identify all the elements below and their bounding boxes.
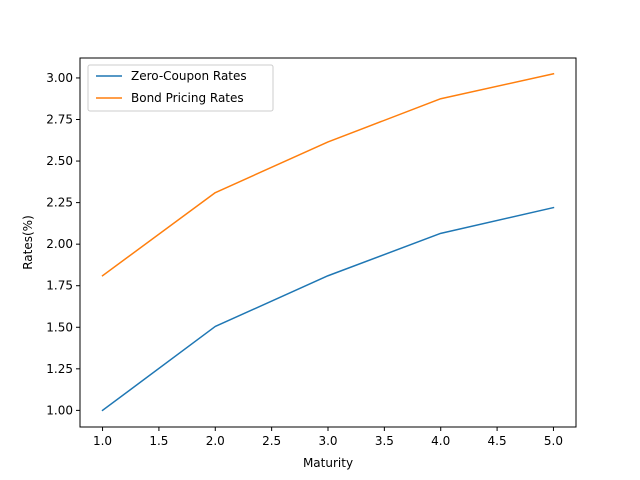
x-tick-label: 4.5 <box>488 434 507 448</box>
x-tick-label: 1.0 <box>93 434 112 448</box>
legend-label: Bond Pricing Rates <box>131 91 244 105</box>
y-tick-label: 2.75 <box>46 113 73 127</box>
legend-entries: Zero-Coupon Rates Bond Pricing Rates <box>96 69 247 105</box>
legend-label: Zero-Coupon Rates <box>131 69 247 83</box>
series-line-zero-coupon-rates <box>101 206 555 412</box>
x-tick-label: 3.0 <box>318 434 337 448</box>
x-axis-ticks: 1.0 1.5 2.0 2.5 3.0 3.5 4.0 4.5 5.0 <box>93 427 563 448</box>
x-tick-label: 2.5 <box>262 434 281 448</box>
x-tick-label: 1.5 <box>149 434 168 448</box>
x-tick-label: 5.0 <box>544 434 563 448</box>
y-tick-label: 2.25 <box>46 196 73 210</box>
y-tick-label: 3.00 <box>46 71 73 85</box>
y-axis-label: Rates(%) <box>21 215 35 270</box>
y-tick-label: 1.00 <box>46 403 73 417</box>
x-axis-label: Maturity <box>303 456 353 470</box>
plot-area-frame <box>79 57 577 428</box>
y-axis-ticks: 1.00 1.25 1.50 1.75 2.00 2.25 2.50 2.75 3.00 <box>46 71 80 417</box>
y-tick-label: 2.00 <box>46 237 73 251</box>
y-tick-label: 1.75 <box>46 279 73 293</box>
x-tick-label: 4.0 <box>431 434 450 448</box>
legend-box <box>87 64 274 112</box>
x-tick-label: 2.0 <box>206 434 225 448</box>
legend: Zero-Coupon Rates Bond Pricing Rates <box>87 64 274 112</box>
y-tick-label: 1.25 <box>46 362 73 376</box>
x-tick-label: 3.5 <box>375 434 394 448</box>
y-tick-label: 2.50 <box>46 154 73 168</box>
series-line-bond-pricing-rates <box>101 72 555 277</box>
y-tick-label: 1.50 <box>46 320 73 334</box>
series-lines <box>101 72 555 412</box>
